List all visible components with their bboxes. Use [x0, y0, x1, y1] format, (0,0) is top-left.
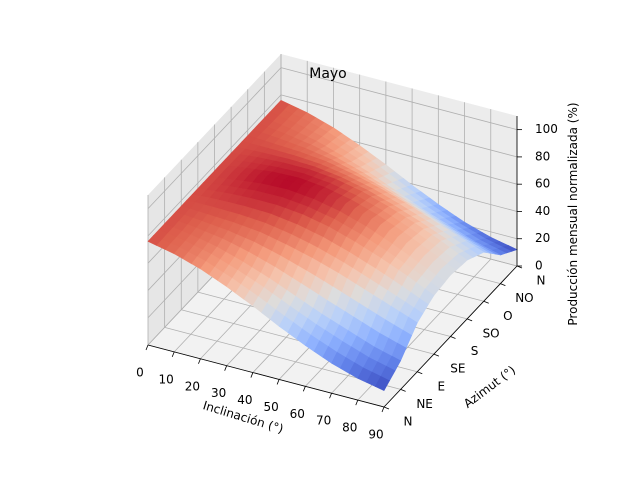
tick-mark [145, 344, 149, 351]
tick-mark [483, 300, 489, 304]
z-axis-label: Producción mensual normalizada (%) [566, 102, 580, 325]
x-axis-line [147, 344, 385, 408]
tick-mark [355, 399, 359, 406]
grid-line-z [147, 67, 282, 209]
y-tick-label: N [537, 274, 546, 288]
tick-mark [224, 365, 228, 371]
y-tick-label: SO [483, 326, 500, 340]
tick-mark [171, 351, 175, 358]
y-tick-label: E [438, 379, 446, 393]
y-tick-label: O [503, 309, 512, 323]
tick-mark [198, 358, 201, 364]
tick-mark [433, 353, 440, 357]
grid-line-z [280, 67, 518, 131]
x-tick-label: 10 [159, 372, 174, 386]
tick-mark [276, 379, 280, 385]
chart-title: Mayo [309, 66, 347, 82]
y-axis-label: Azimut (°) [461, 363, 518, 411]
z-tick-label: 80 [535, 149, 550, 163]
tick-mark [400, 389, 406, 392]
tick-mark [329, 393, 332, 399]
surface-plot [147, 100, 518, 391]
tick-mark [383, 406, 390, 410]
x-tick-label: 0 [136, 366, 144, 380]
x-tick-label: 20 [185, 379, 200, 393]
z-tick-label: 100 [535, 122, 558, 136]
x-tick-label: 50 [263, 400, 278, 414]
grid-line-z [147, 94, 282, 237]
x-tick-label: 30 [211, 386, 226, 400]
x-tick-label: 60 [290, 407, 305, 421]
y-tick-label: NE [416, 397, 433, 411]
tick-mark [302, 386, 306, 392]
tick-labels: 0 10 20 30 40 50 60 70 80 90NNEESESSOONON02040608… [136, 122, 558, 441]
y-tick-label: SE [450, 362, 465, 376]
z-tick-label: 40 [535, 204, 550, 218]
tick-mark [417, 371, 423, 375]
x-tick-label: 80 [342, 421, 357, 435]
x-tick-label: 40 [237, 393, 252, 407]
z-tick-label: 0 [535, 259, 543, 273]
grid-line-z [280, 94, 518, 158]
tick-mark [450, 336, 456, 339]
y-tick-label: S [471, 344, 479, 358]
z-tick-label: 60 [535, 177, 550, 191]
tick-marks [145, 129, 523, 413]
z-tick-label: 20 [535, 231, 550, 245]
tick-mark [381, 406, 385, 413]
tick-mark [250, 372, 254, 378]
tick-mark [500, 283, 506, 286]
surface-patch [374, 376, 390, 391]
tick-mark [466, 318, 473, 322]
x-tick-label: 90 [368, 428, 383, 442]
y-tick-label: NO [515, 291, 533, 305]
x-tick-label: 70 [316, 414, 331, 428]
y-tick-label: N [404, 415, 413, 429]
